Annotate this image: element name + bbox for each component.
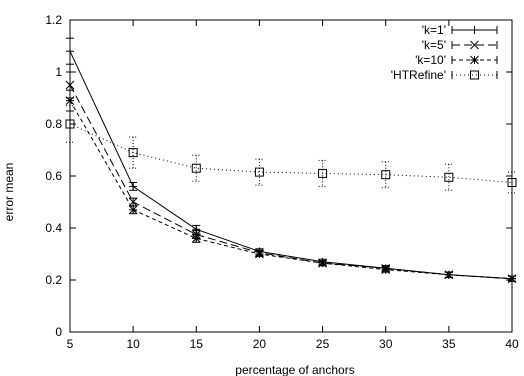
error-bar xyxy=(129,136,138,169)
axis-ticks: 5 10 15 20 25 30 35 40 0 0.2 0.4 0.6 0.8 1 1.2 xyxy=(45,13,519,351)
data-point xyxy=(128,205,138,215)
x-tick-label: 10 xyxy=(126,337,140,351)
error-bar xyxy=(508,171,516,194)
data-point xyxy=(255,249,264,259)
series-line xyxy=(69,123,513,183)
data-point xyxy=(65,96,75,105)
legend-entry: 'k=1' xyxy=(422,23,498,37)
error-bar xyxy=(381,161,390,189)
data-point xyxy=(381,265,391,274)
series-line xyxy=(69,100,513,280)
data-point xyxy=(444,270,454,280)
y-tick-label: 1.2 xyxy=(45,13,62,27)
data-point xyxy=(470,70,479,80)
data-point xyxy=(507,178,517,187)
series-line xyxy=(69,50,513,280)
y-tick-label: 1 xyxy=(55,65,62,79)
y-tick-label: 0.4 xyxy=(45,221,62,235)
x-tick-label: 30 xyxy=(379,337,393,351)
series-cross xyxy=(65,71,517,284)
series-star xyxy=(65,89,517,284)
legend-label: 'HTRefine' xyxy=(391,68,446,82)
data-point xyxy=(444,172,454,182)
data-point xyxy=(65,119,75,129)
y-tick-label: 0.6 xyxy=(45,169,62,183)
x-tick-label: 40 xyxy=(505,337,519,351)
x-tick-label: 25 xyxy=(316,337,330,351)
data-point xyxy=(128,148,138,158)
y-tick-label: 0.2 xyxy=(45,273,62,287)
error-bar xyxy=(192,154,201,182)
data-point xyxy=(254,167,264,177)
error-bar xyxy=(318,159,327,187)
data-point xyxy=(470,26,479,34)
y-tick-label: 0 xyxy=(55,325,62,339)
data-point xyxy=(381,170,391,180)
data-point xyxy=(65,80,75,90)
x-tick-label: 35 xyxy=(442,337,456,351)
x-axis-label: percentage of anchors xyxy=(235,363,354,376)
error-bar xyxy=(255,158,264,186)
data-point xyxy=(318,258,327,268)
y-tick-label: 0.8 xyxy=(45,117,62,131)
x-tick-label: 15 xyxy=(190,337,204,351)
legend: 'k=1''k=5''k=10''HTRefine' xyxy=(391,23,498,82)
data-point xyxy=(129,182,138,191)
data-point xyxy=(470,55,479,65)
legend-entry: 'k=5' xyxy=(422,38,498,52)
legend-entry: 'HTRefine' xyxy=(391,68,498,82)
data-point xyxy=(470,40,479,50)
error-bar xyxy=(444,163,453,191)
data-point xyxy=(507,274,517,284)
x-tick-label: 20 xyxy=(253,337,267,351)
y-axis-label: error mean xyxy=(2,163,16,222)
legend-entry: 'k=10' xyxy=(415,53,498,67)
data-point xyxy=(191,234,201,243)
data-point xyxy=(191,163,201,173)
series-plus xyxy=(66,37,516,283)
error-bar xyxy=(66,105,74,143)
series-group xyxy=(65,37,517,284)
series-line xyxy=(69,84,513,280)
data-point xyxy=(318,168,328,178)
legend-label: 'k=10' xyxy=(415,53,446,67)
legend-label: 'k=1' xyxy=(422,23,446,37)
series-square xyxy=(65,105,517,194)
data-point xyxy=(66,47,74,56)
x-tick-label: 5 xyxy=(67,337,74,351)
legend-label: 'k=5' xyxy=(422,38,446,52)
